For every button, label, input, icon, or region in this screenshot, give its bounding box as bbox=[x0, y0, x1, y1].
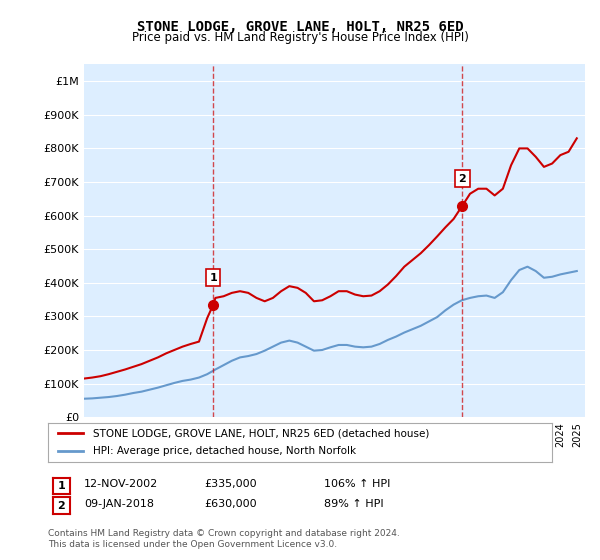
Text: £630,000: £630,000 bbox=[204, 499, 257, 509]
Text: Price paid vs. HM Land Registry's House Price Index (HPI): Price paid vs. HM Land Registry's House … bbox=[131, 31, 469, 44]
Text: 12-NOV-2002: 12-NOV-2002 bbox=[84, 479, 158, 489]
Text: 1: 1 bbox=[58, 481, 65, 491]
Text: STONE LODGE, GROVE LANE, HOLT, NR25 6ED: STONE LODGE, GROVE LANE, HOLT, NR25 6ED bbox=[137, 20, 463, 34]
Text: 2: 2 bbox=[458, 174, 466, 184]
Text: HPI: Average price, detached house, North Norfolk: HPI: Average price, detached house, Nort… bbox=[94, 446, 356, 456]
Text: 1: 1 bbox=[209, 273, 217, 283]
Text: 09-JAN-2018: 09-JAN-2018 bbox=[84, 499, 154, 509]
Text: 106% ↑ HPI: 106% ↑ HPI bbox=[324, 479, 391, 489]
Text: 89% ↑ HPI: 89% ↑ HPI bbox=[324, 499, 383, 509]
Text: £335,000: £335,000 bbox=[204, 479, 257, 489]
Text: STONE LODGE, GROVE LANE, HOLT, NR25 6ED (detached house): STONE LODGE, GROVE LANE, HOLT, NR25 6ED … bbox=[94, 428, 430, 438]
Text: 2: 2 bbox=[58, 501, 65, 511]
Text: Contains HM Land Registry data © Crown copyright and database right 2024.
This d: Contains HM Land Registry data © Crown c… bbox=[48, 529, 400, 549]
